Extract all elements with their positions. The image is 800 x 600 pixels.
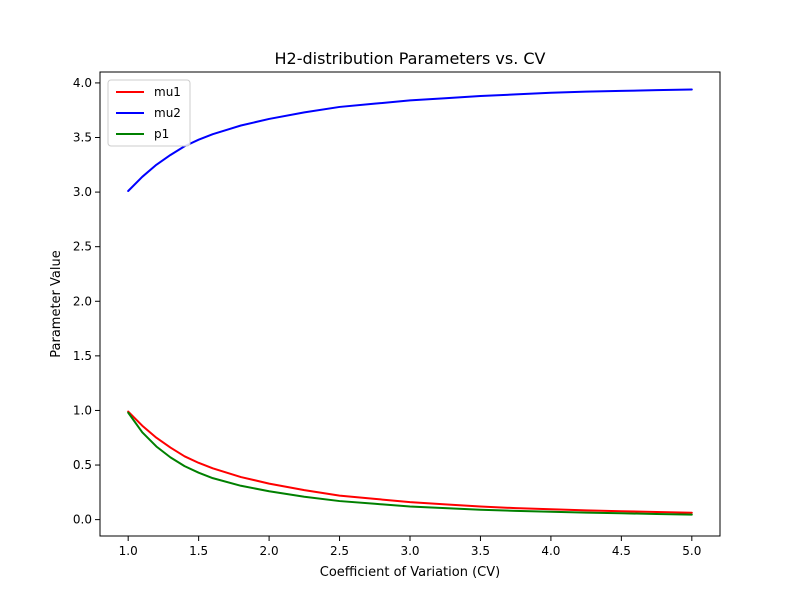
y-tick-label: 1.0: [73, 403, 92, 417]
y-tick-label: 2.0: [73, 294, 92, 308]
y-tick-label: 4.0: [73, 76, 92, 90]
legend-label-mu2: mu2: [154, 106, 181, 120]
y-tick-label: 3.5: [73, 131, 92, 145]
legend-box: [107, 79, 191, 147]
x-axis-label: Coefficient of Variation (CV): [320, 565, 500, 580]
x-tick-label: 2.0: [260, 544, 279, 558]
chart-title: H2-distribution Parameters vs. CV: [274, 49, 545, 68]
y-axis-label: Parameter Value: [49, 250, 64, 357]
legend-label-mu1: mu1: [154, 85, 181, 99]
y-tick-label: 3.0: [73, 185, 92, 199]
x-tick-label: 2.5: [330, 544, 349, 558]
x-tick-label: 1.5: [189, 544, 208, 558]
plot-area: [127, 88, 693, 516]
x-tick-label: 3.0: [400, 544, 419, 558]
y-tick-label: 1.5: [73, 349, 92, 363]
y-tick-label: 0.0: [73, 513, 92, 527]
series-line-mu1: [127, 410, 693, 514]
y-axis: 0.0 0.5 1.0 1.5 2.0 2.5 3.0 3.5 4.0: [73, 76, 100, 527]
x-axis: 1.0 1.5 2.0 2.5 3.0 3.5 4.0 4.5 5.0: [119, 536, 701, 558]
series-line-mu2: [127, 88, 693, 192]
y-tick-label: 0.5: [73, 458, 92, 472]
x-tick-label: 4.5: [612, 544, 631, 558]
legend: mu1 mu2 p1: [107, 79, 191, 147]
legend-label-p1: p1: [154, 127, 169, 141]
series-line-p1: [127, 411, 693, 516]
y-tick-label: 2.5: [73, 240, 92, 254]
x-tick-label: 3.5: [471, 544, 490, 558]
x-tick-label: 4.0: [541, 544, 560, 558]
x-tick-label: 5.0: [682, 544, 701, 558]
x-tick-label: 1.0: [119, 544, 138, 558]
